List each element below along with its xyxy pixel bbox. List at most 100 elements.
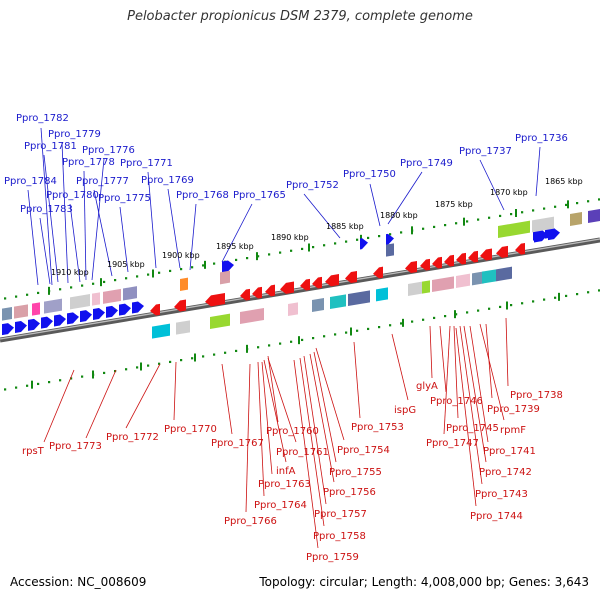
forward-gene-arrow [548, 228, 560, 241]
reverse-leader-line [263, 359, 287, 463]
forward-gene-arrow [54, 314, 66, 327]
upper-tick-labels: 1865 kbp 1870 kbp 1875 kbp 1880 kbp 1885 kbp… [51, 177, 583, 277]
reverse-gene-arrow [420, 258, 430, 271]
lower-scale-dot [554, 296, 557, 299]
reverse-leader-line [391, 333, 409, 401]
upper-tick-label: 1875 kbp [435, 200, 473, 209]
upper-scale-dot [37, 291, 40, 295]
reverse-leader-line [505, 317, 509, 387]
upper-scale-dot [202, 264, 205, 267]
reverse-gene-label: Ppro_1754 [337, 445, 390, 456]
forward-leader-line [119, 206, 129, 273]
reverse-annotation-box [312, 298, 324, 312]
reverse-leader-line [257, 361, 265, 497]
forward-leader-line [69, 203, 81, 283]
lower-scale-dot [345, 331, 348, 334]
forward-annotation-box [588, 209, 600, 223]
lower-scale-dot [422, 318, 425, 321]
upper-scale-dot [422, 227, 425, 230]
reverse-gene-label: Ppro_1743 [475, 489, 528, 500]
forward-leader-line [39, 217, 51, 285]
forward-leader-line [369, 183, 381, 227]
upper-scale-dot [367, 236, 370, 240]
reverse-gene-arrow [480, 248, 492, 261]
genome-backbone [0, 237, 600, 343]
upper-scale-dot [312, 246, 315, 249]
reverse-annotation-box [422, 280, 430, 294]
reverse-leader-line [479, 323, 505, 421]
lower-scale-dot [279, 342, 282, 345]
upper-scale-dot [4, 297, 7, 300]
lower-scale-dot [257, 346, 260, 349]
forward-leader-line [43, 154, 59, 283]
forward-annotation-box [180, 277, 188, 291]
lower-scale-dot [4, 388, 7, 391]
forward-gene-arrow [2, 323, 14, 336]
reverse-gene-label: Ppro_1756 [323, 487, 376, 498]
upper-scale-dot [400, 231, 403, 234]
lower-scale-dot [312, 337, 315, 340]
forward-annotation-box [32, 302, 40, 316]
reverse-gene-label: Ppro_1767 [211, 438, 264, 449]
reverse-gene-label: Ppro_1760 [266, 426, 319, 437]
forward-leader-line [535, 146, 541, 197]
lower-scale-dot [488, 307, 491, 310]
forward-gene-label: Ppro_1784 [4, 176, 57, 187]
forward-leader-line [61, 142, 69, 284]
forward-gene-arrow [80, 310, 92, 323]
upper-scale-dot [477, 218, 480, 221]
lower-scale-dot [70, 377, 73, 380]
upper-scale-dot [587, 200, 590, 203]
reverse-leader-line [303, 355, 327, 505]
lower-scale-dot [48, 381, 51, 384]
forward-gene-label: Ppro_1737 [459, 146, 512, 157]
reverse-gene-arrow [265, 284, 275, 297]
reverse-annotation-box [240, 308, 264, 324]
forward-annotation-box [92, 292, 100, 306]
lower-scale-dot [235, 349, 238, 353]
lower-scale-dot [147, 364, 150, 367]
forward-leader-line [27, 189, 39, 286]
forward-annotation-box [2, 307, 12, 321]
forward-gene-label: Ppro_1752 [286, 180, 339, 191]
forward-leader-line [93, 189, 113, 277]
reverse-annotation-box [432, 276, 454, 292]
lower-scale-dot [202, 355, 205, 358]
reverse-annotation-box [408, 281, 422, 296]
forward-annotation-box [70, 294, 90, 310]
lower-scale-dot [103, 371, 106, 375]
lower-scale-dot [15, 386, 18, 389]
upper-scale-dot [147, 273, 150, 276]
lower-scale-dot [532, 300, 535, 303]
upper-scale-dot [136, 275, 139, 278]
upper-scale-dot [257, 255, 260, 258]
lower-scale-dot [378, 326, 381, 329]
upper-scale-dot [158, 271, 161, 274]
upper-scale-dot [59, 288, 62, 291]
lower-scale-dot [191, 357, 194, 360]
upper-tick-label: 1910 kbp [51, 268, 89, 277]
upper-scale-dot [334, 242, 337, 245]
reverse-gene-label: Ppro_1755 [329, 467, 382, 478]
forward-gene-arrow [386, 233, 394, 246]
lower-scale-dot [169, 360, 172, 364]
reverse-gene-arrow [150, 303, 160, 316]
lower-scale-dot [125, 368, 128, 371]
upper-scale-dot [389, 233, 392, 236]
upper-scale-dot [598, 198, 600, 201]
accession-text: Accession: NC_008609 [10, 575, 147, 589]
genome-summary-text: Topology: circular; Length: 4,008,000 bp… [259, 575, 589, 589]
lower-scale-dot [136, 366, 139, 369]
upper-scale-dot [532, 209, 535, 212]
reverse-gene-label: infA [276, 466, 296, 477]
upper-scale-dot [345, 240, 348, 243]
reverse-annotation-box [330, 294, 346, 309]
upper-scale-dot [103, 280, 106, 284]
lower-scale-dot [521, 302, 524, 305]
reverse-gene-arrow [205, 293, 225, 307]
forward-annotation-box [103, 288, 121, 304]
forward-gene-label: Ppro_1782 [16, 113, 69, 124]
forward-gene-label: Ppro_1771 [120, 158, 173, 169]
upper-scale-dot [15, 295, 18, 298]
